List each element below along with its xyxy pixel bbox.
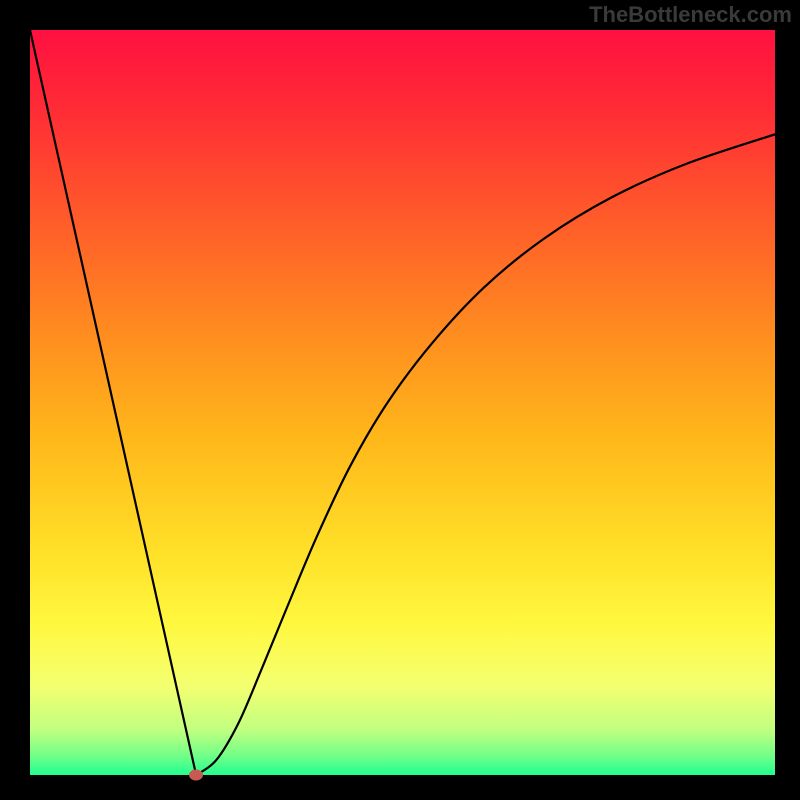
plot-area xyxy=(30,30,775,775)
bottleneck-curve xyxy=(30,30,775,775)
minimum-marker xyxy=(189,770,203,781)
watermark-text: TheBottleneck.com xyxy=(589,2,792,28)
curve-layer xyxy=(30,30,775,775)
chart-container: TheBottleneck.com xyxy=(0,0,800,800)
